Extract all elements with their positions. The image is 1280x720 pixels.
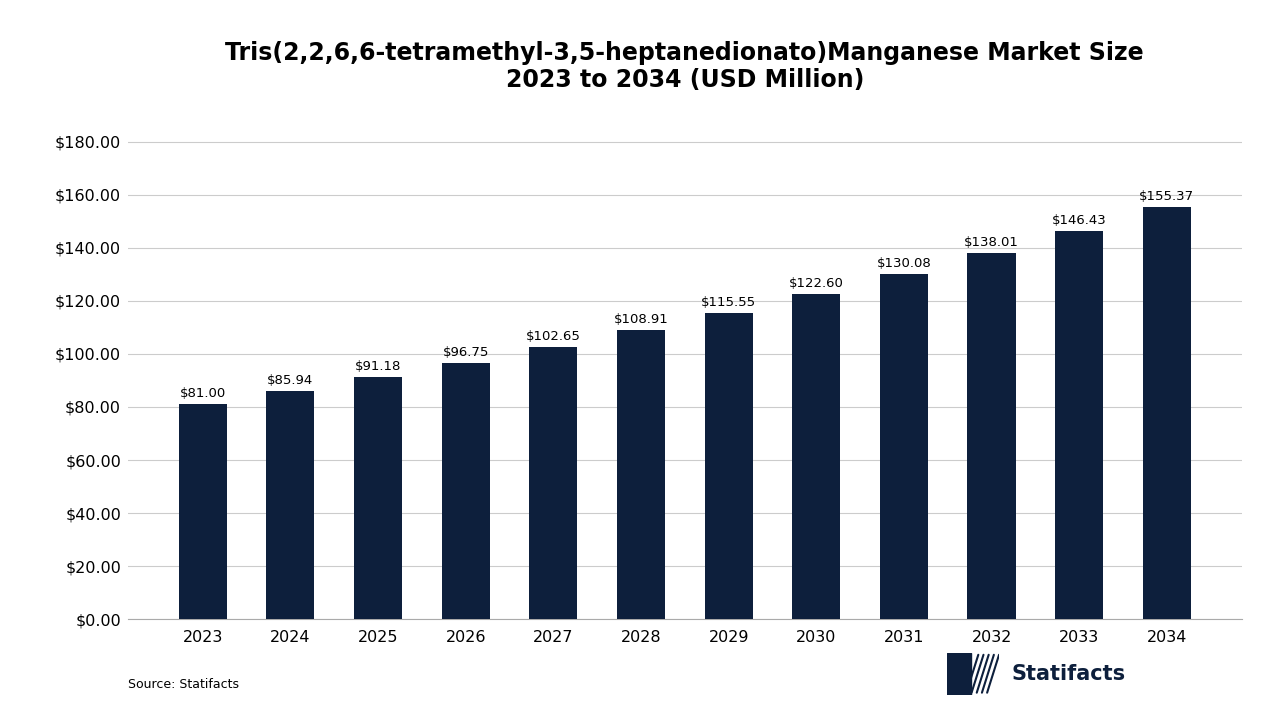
Bar xyxy=(353,377,402,619)
Bar xyxy=(442,363,490,619)
Bar xyxy=(1143,207,1190,619)
Text: $146.43: $146.43 xyxy=(1052,214,1107,227)
Text: $115.55: $115.55 xyxy=(701,296,756,309)
Text: $108.91: $108.91 xyxy=(613,313,668,326)
Bar xyxy=(617,330,666,619)
Bar xyxy=(879,274,928,619)
Text: $138.01: $138.01 xyxy=(964,236,1019,249)
Bar xyxy=(968,253,1016,619)
Bar xyxy=(179,405,227,619)
Bar xyxy=(266,391,315,619)
Text: $155.37: $155.37 xyxy=(1139,190,1194,203)
Text: $130.08: $130.08 xyxy=(877,257,932,270)
Bar xyxy=(792,294,841,619)
Text: $91.18: $91.18 xyxy=(355,360,401,374)
Text: $122.60: $122.60 xyxy=(788,277,844,290)
Bar xyxy=(704,312,753,619)
Text: $96.75: $96.75 xyxy=(443,346,489,359)
Bar xyxy=(1055,231,1103,619)
Bar xyxy=(947,652,970,695)
Bar xyxy=(529,347,577,619)
Text: Source: Statifacts: Source: Statifacts xyxy=(128,678,239,690)
Text: $81.00: $81.00 xyxy=(179,387,225,400)
Text: Statifacts: Statifacts xyxy=(1011,664,1126,684)
Title: Tris(2,2,6,6-tetramethyl-3,5-heptanedionato)Manganese Market Size
2023 to 2034 (: Tris(2,2,6,6-tetramethyl-3,5-heptanedion… xyxy=(225,40,1144,92)
Text: $85.94: $85.94 xyxy=(268,374,314,387)
Text: $102.65: $102.65 xyxy=(526,330,581,343)
